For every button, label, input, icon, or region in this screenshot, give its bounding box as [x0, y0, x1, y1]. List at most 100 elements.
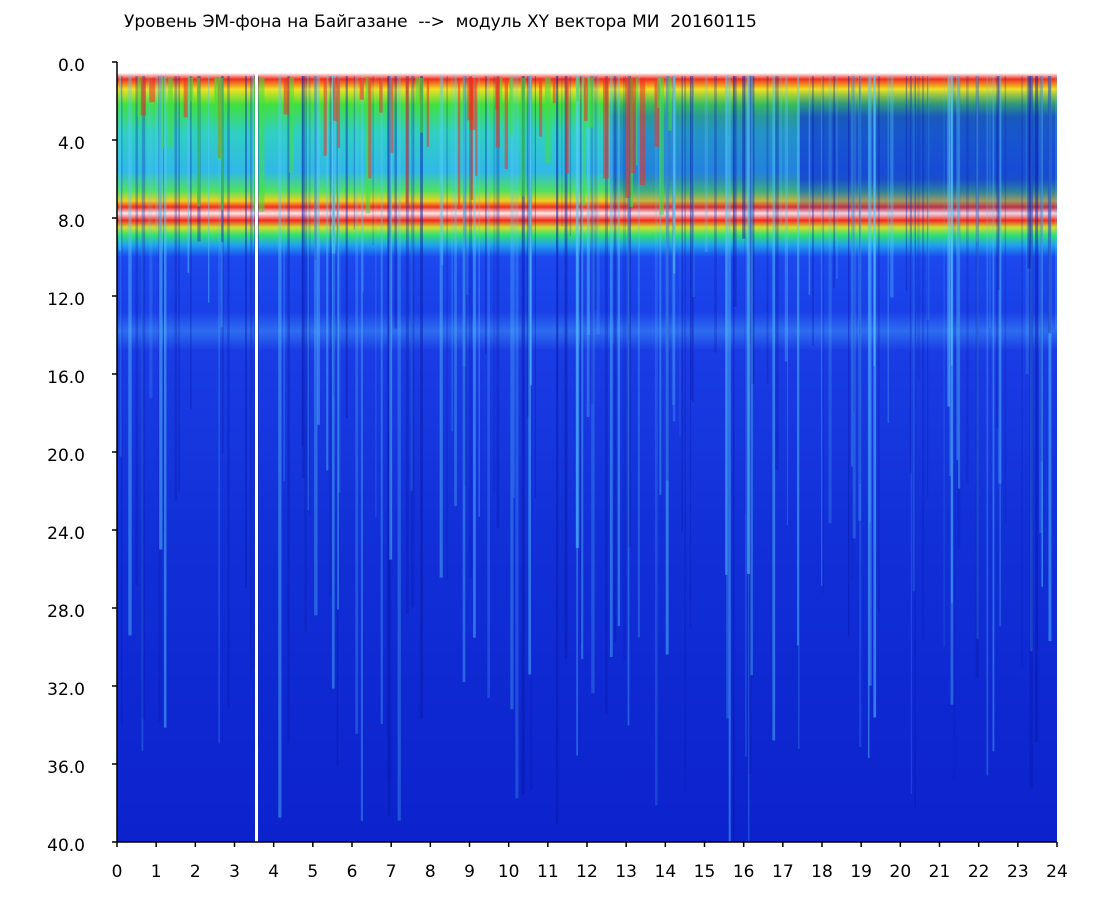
stripe — [917, 76, 920, 381]
stripe — [466, 76, 469, 295]
stripe — [748, 76, 750, 842]
stripe — [796, 76, 799, 646]
stripe — [288, 78, 294, 173]
stripe — [215, 78, 219, 118]
stripe — [332, 76, 336, 254]
stripe — [467, 78, 474, 121]
chart-title: Уровень ЭМ-фона на Байгазане --> модуль … — [124, 12, 757, 32]
stripe — [905, 76, 908, 292]
stripe — [665, 76, 670, 481]
stripe — [784, 76, 788, 362]
stripe — [214, 78, 217, 103]
stripe — [473, 76, 476, 638]
stripe — [462, 76, 466, 683]
stripe — [672, 76, 676, 422]
stripe — [639, 78, 646, 186]
stripe — [1039, 76, 1042, 533]
stripe — [622, 76, 627, 660]
stripe — [372, 76, 374, 245]
stripe — [250, 76, 253, 681]
stripe — [1027, 76, 1031, 269]
x-tick-label: 13 — [615, 862, 637, 882]
stripe — [887, 76, 889, 424]
stripe — [387, 76, 391, 816]
stripe — [750, 76, 753, 676]
stripe — [1039, 76, 1043, 462]
stripe — [332, 78, 337, 121]
stripe — [1035, 76, 1039, 743]
stripe — [581, 76, 584, 660]
stripe — [251, 76, 255, 231]
stripe — [659, 78, 665, 215]
stripe — [950, 76, 953, 604]
stripe — [672, 76, 675, 276]
stripe — [873, 76, 875, 367]
stripe — [307, 76, 310, 511]
stripe — [375, 76, 377, 518]
y-tick-label: 36.0 — [47, 758, 85, 778]
stripe — [462, 76, 466, 367]
stripe — [751, 76, 755, 385]
stripe — [446, 76, 448, 581]
stripe — [733, 76, 737, 307]
x-tick-label: 5 — [307, 862, 318, 882]
stripe — [692, 76, 694, 403]
y-tick-label: 32.0 — [47, 680, 85, 700]
stripe — [613, 76, 617, 643]
stripe — [158, 76, 162, 722]
x-tick-label: 16 — [733, 862, 755, 882]
stripe — [637, 76, 640, 638]
stripe — [684, 76, 686, 793]
stripe — [728, 76, 731, 842]
stripe — [950, 76, 954, 705]
stripe — [520, 78, 526, 197]
stripe — [485, 76, 487, 354]
stripe — [576, 76, 578, 756]
stripe — [749, 76, 752, 665]
stripe — [118, 76, 122, 251]
stripe — [534, 76, 536, 499]
stripe — [337, 76, 341, 493]
stripe — [379, 78, 383, 113]
stripe — [922, 76, 925, 640]
stripe — [798, 76, 800, 749]
stripe — [586, 76, 590, 418]
stripe — [331, 76, 335, 689]
stripe — [208, 76, 210, 303]
stripe — [493, 76, 496, 493]
stripe — [454, 76, 457, 506]
stripe — [221, 78, 224, 211]
stripe — [128, 76, 132, 636]
stripe — [869, 76, 871, 523]
x-tick-label: 4 — [268, 862, 279, 882]
stripe — [732, 76, 735, 842]
stripe — [635, 78, 638, 166]
stripe — [714, 76, 717, 353]
stripe — [828, 76, 832, 524]
x-tick-label: 17 — [772, 862, 794, 882]
stripe — [704, 76, 708, 252]
stripe — [333, 76, 335, 397]
x-tick-label: 7 — [386, 862, 397, 882]
stripe — [689, 76, 692, 629]
stripe — [956, 76, 959, 461]
stripe — [681, 76, 683, 532]
stripe — [808, 76, 811, 295]
stripe — [748, 76, 752, 775]
stripe — [301, 76, 304, 446]
stripe — [992, 76, 995, 752]
data-gap — [255, 62, 258, 842]
stripe — [513, 76, 515, 498]
stripe — [772, 76, 776, 741]
stripe — [368, 78, 372, 179]
stripe — [848, 76, 850, 637]
stripe — [927, 76, 929, 498]
stripe — [258, 78, 265, 212]
stripe — [359, 78, 364, 100]
stripe — [149, 78, 156, 103]
stripe — [584, 78, 588, 122]
stripe — [155, 76, 159, 230]
x-tick-label: 10 — [498, 862, 520, 882]
stripe — [227, 76, 230, 707]
stripe — [355, 76, 359, 734]
